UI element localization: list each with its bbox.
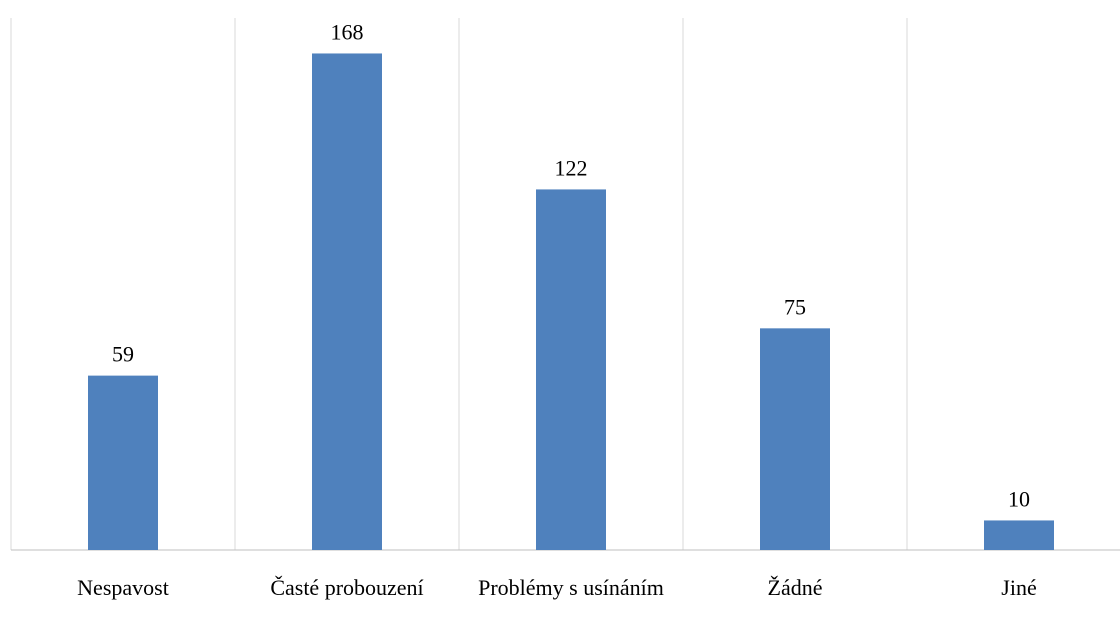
data-label: 10 xyxy=(1008,486,1030,511)
data-label: 122 xyxy=(555,155,588,180)
data-label: 168 xyxy=(331,19,364,44)
bar xyxy=(760,328,830,550)
bar xyxy=(536,189,606,550)
bar xyxy=(984,520,1054,550)
x-tick-label: Žádné xyxy=(768,575,823,600)
x-tick-label: Časté probouzení xyxy=(270,575,423,600)
x-tick-label: Jiné xyxy=(1001,575,1036,600)
data-label: 75 xyxy=(784,294,806,319)
x-tick-label: Problémy s usínáním xyxy=(478,575,664,600)
bar xyxy=(88,375,158,550)
data-label: 59 xyxy=(112,342,134,367)
x-tick-label: Nespavost xyxy=(77,575,169,600)
bar xyxy=(312,53,382,550)
